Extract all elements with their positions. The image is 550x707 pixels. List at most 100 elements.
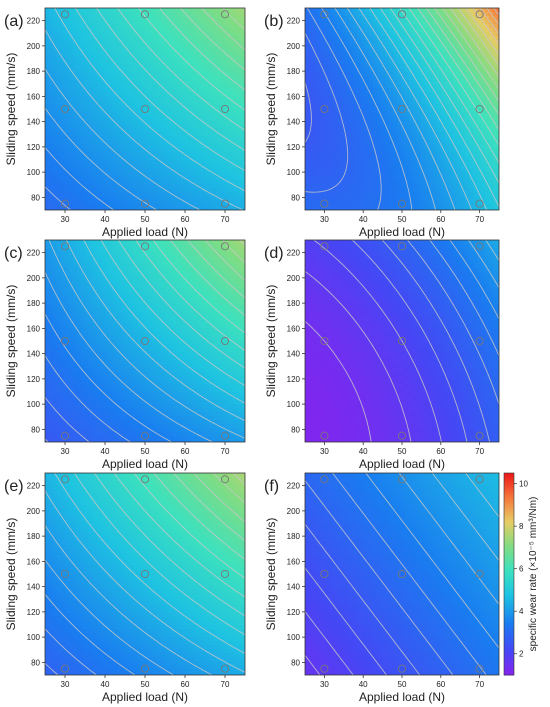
heatmap-cell — [165, 156, 170, 161]
heatmap-cell — [181, 116, 186, 121]
heatmap-cell — [461, 92, 466, 97]
heatmap-cell — [113, 100, 118, 105]
heatmap-cell — [313, 196, 318, 201]
heatmap-cell — [177, 176, 182, 181]
heatmap-cell — [237, 144, 242, 149]
heatmap-cell — [417, 24, 422, 29]
heatmap-cell — [441, 44, 446, 49]
heatmap-cell — [233, 208, 238, 210]
heatmap-cell — [149, 200, 154, 205]
heatmap-cell — [401, 12, 406, 17]
heatmap-cell — [105, 192, 110, 197]
heatmap-cell — [53, 164, 58, 169]
heatmap-cell — [393, 140, 398, 145]
heatmap-cell — [85, 12, 90, 17]
heatmap-cell — [181, 24, 186, 29]
heatmap-cell — [133, 68, 138, 73]
heatmap-cell — [221, 140, 226, 145]
heatmap-cell — [129, 64, 134, 69]
heatmap-cell — [241, 164, 245, 169]
heatmap-cell — [313, 96, 318, 101]
heatmap-cell — [169, 64, 174, 69]
heatmap-cell — [305, 200, 310, 205]
heatmap-cell — [101, 72, 106, 77]
heatmap-cell — [381, 88, 386, 93]
heatmap-cell — [469, 72, 474, 77]
heatmap-cell — [125, 72, 130, 77]
heatmap-cell — [221, 128, 226, 133]
heatmap-cell — [385, 200, 390, 205]
heatmap-cell — [117, 92, 122, 97]
heatmap-cell — [461, 168, 466, 173]
heatmap-cell — [153, 44, 158, 49]
heatmap-cell — [105, 148, 110, 153]
heatmap-cell — [81, 144, 86, 149]
heatmap-cell — [389, 36, 394, 41]
heatmap-cell — [433, 144, 438, 149]
heatmap-cell — [489, 168, 494, 173]
heatmap-cell — [85, 196, 90, 201]
heatmap-cell — [313, 200, 318, 205]
heatmap-cell — [221, 200, 226, 205]
heatmap-cell — [161, 100, 166, 105]
heatmap-cell — [461, 156, 466, 161]
heatmap-cell — [373, 48, 378, 53]
heatmap-cell — [477, 24, 482, 29]
heatmap-cell — [133, 44, 138, 49]
heatmap-cell — [157, 136, 162, 141]
heatmap-cell — [49, 112, 54, 117]
heatmap-cell — [313, 132, 318, 137]
heatmap-cell — [201, 36, 206, 41]
heatmap-cell — [161, 80, 166, 85]
heatmap-cell — [361, 188, 366, 193]
heatmap-cell — [229, 100, 234, 105]
heatmap-cell — [329, 44, 334, 49]
heatmap-cell — [481, 40, 486, 45]
heatmap-cell — [377, 12, 382, 17]
heatmap-cell — [313, 160, 318, 165]
heatmap-cell — [117, 156, 122, 161]
heatmap-cell — [81, 156, 86, 161]
heatmap-cell — [221, 180, 226, 185]
heatmap-cell — [165, 136, 170, 141]
heatmap-cell — [233, 88, 238, 93]
heatmap-cell — [113, 8, 118, 13]
heatmap-cell — [313, 168, 318, 173]
heatmap-cell — [425, 56, 430, 61]
heatmap-cell — [69, 164, 74, 169]
heatmap-cell — [77, 152, 82, 157]
heatmap-cell — [305, 128, 310, 133]
heatmap-cell — [453, 76, 458, 81]
heatmap-cell — [45, 116, 50, 121]
heatmap-cell — [181, 60, 186, 65]
heatmap-cell — [417, 48, 422, 53]
heatmap-cell — [145, 128, 150, 133]
heatmap-cell — [121, 52, 126, 57]
heatmap-cell — [149, 56, 154, 61]
heatmap-cell — [429, 116, 434, 121]
heatmap-cell — [433, 140, 438, 145]
heatmap-cell — [381, 112, 386, 117]
heatmap-cell — [121, 124, 126, 129]
heatmap-cell — [217, 36, 222, 41]
heatmap-cell — [101, 140, 106, 145]
heatmap-cell — [425, 164, 430, 169]
heatmap-cell — [473, 112, 478, 117]
heatmap-cell — [353, 44, 358, 49]
heatmap-cell — [61, 44, 66, 49]
heatmap-cell — [221, 176, 226, 181]
heatmap-cell — [405, 192, 410, 197]
heatmap-cell — [57, 156, 62, 161]
heatmap-cell — [433, 52, 438, 57]
heatmap-cell — [461, 184, 466, 189]
heatmap-cell — [173, 28, 178, 33]
heatmap-cell — [105, 48, 110, 53]
heatmap-cell — [45, 136, 50, 141]
heatmap-cell — [333, 92, 338, 97]
heatmap-cell — [117, 84, 122, 89]
heatmap-cell — [173, 76, 178, 81]
heatmap-cell — [225, 40, 230, 45]
heatmap-cell — [169, 204, 174, 209]
heatmap-cell — [229, 192, 234, 197]
heatmap-cell — [225, 164, 230, 169]
